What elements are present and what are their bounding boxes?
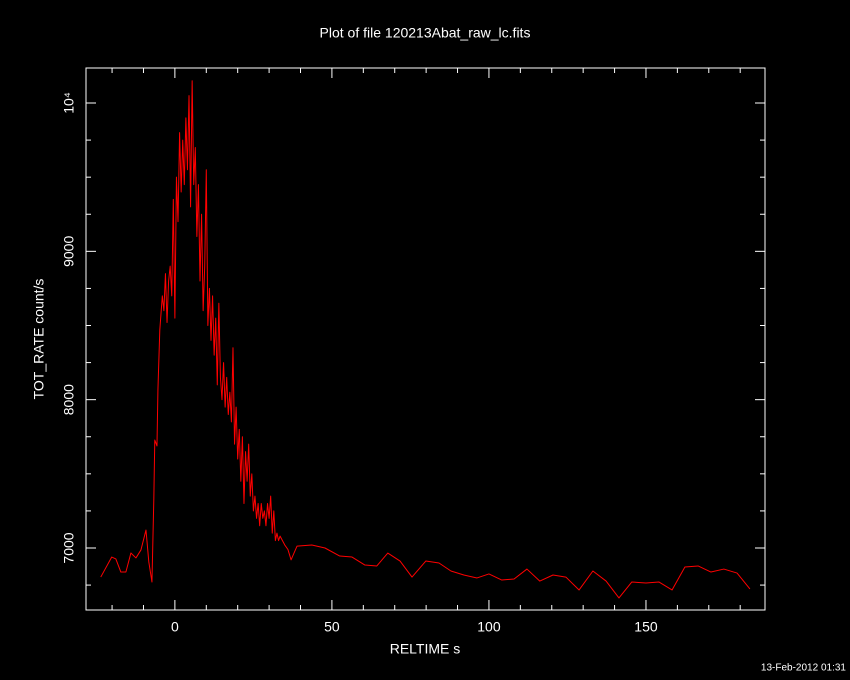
timestamp: 13-Feb-2012 01:31 (761, 663, 847, 674)
y-tick-label: 7000 (61, 532, 77, 563)
y-axis-label: TOT_RATE count/s (31, 279, 47, 400)
x-tick-label: 0 (171, 619, 179, 635)
data-line (100, 80, 751, 599)
y-tick-label: 10⁴ (61, 92, 77, 114)
y-tick-label: 8000 (61, 384, 77, 415)
y-tick-label: 9000 (61, 236, 77, 267)
x-tick-label: 150 (634, 619, 658, 635)
x-tick-label: 50 (324, 619, 340, 635)
plot-frame (85, 67, 766, 611)
x-axis-label: RELTIME s (390, 641, 461, 657)
x-tick-label: 100 (477, 619, 501, 635)
chart-title: Plot of file 120213Abat_raw_lc.fits (320, 25, 531, 41)
